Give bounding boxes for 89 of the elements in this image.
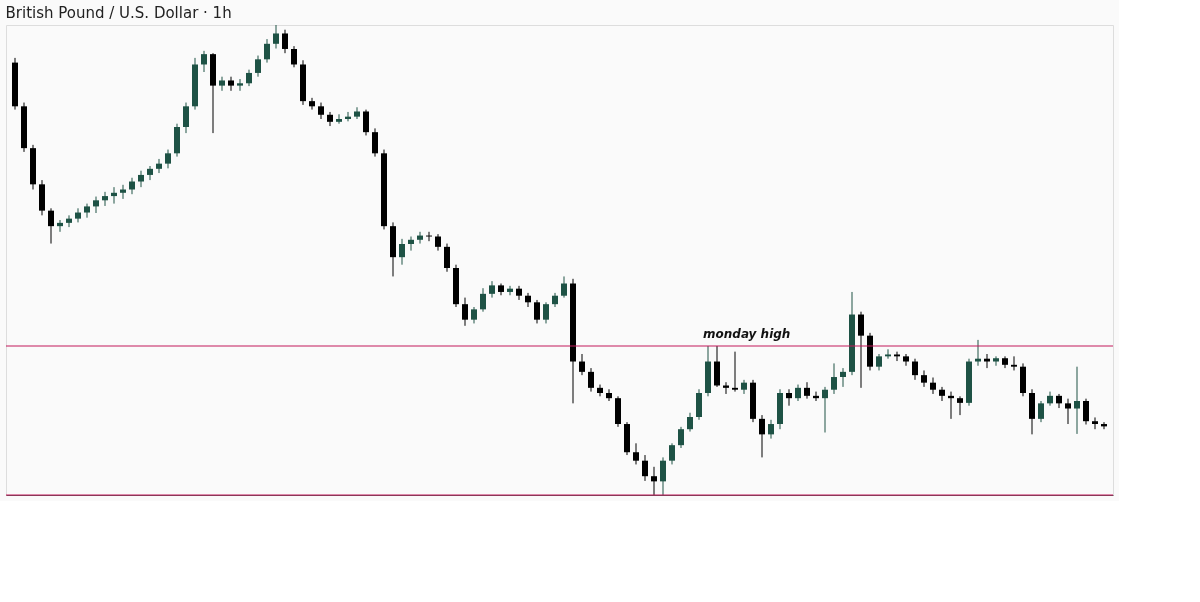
candlestick xyxy=(1038,400,1044,423)
candlestick xyxy=(993,355,999,367)
candlestick xyxy=(642,454,648,482)
candlestick xyxy=(1074,366,1080,435)
candlestick xyxy=(480,287,486,313)
candlestick xyxy=(237,78,243,92)
candlestick xyxy=(462,297,468,327)
candlestick xyxy=(354,106,360,120)
candlestick xyxy=(129,177,135,195)
candlestick xyxy=(309,97,315,111)
candlestick xyxy=(255,55,261,78)
ref-line-label: monday high xyxy=(703,327,791,342)
candlestick xyxy=(543,301,549,324)
candlestick xyxy=(831,362,837,395)
candlestick xyxy=(930,377,936,395)
candlestick xyxy=(1047,391,1053,407)
candlestick xyxy=(336,113,342,125)
candlestick xyxy=(561,275,567,299)
candlestick xyxy=(363,109,369,136)
candlestick xyxy=(768,419,774,440)
candlestick xyxy=(957,395,963,416)
candlestick xyxy=(894,351,900,362)
candlestick xyxy=(759,414,765,458)
candlestick xyxy=(273,24,279,49)
candlestick xyxy=(111,186,117,205)
candlestick xyxy=(984,353,990,369)
candlestick xyxy=(57,219,63,233)
candlestick xyxy=(606,388,612,402)
candlestick xyxy=(417,231,423,245)
candlestick xyxy=(912,358,918,381)
candlestick xyxy=(93,196,99,214)
candlestick xyxy=(1056,393,1062,409)
candlestick xyxy=(282,29,288,54)
candlestick xyxy=(183,102,189,134)
candlestick xyxy=(939,386,945,402)
candlestick xyxy=(660,456,666,496)
candlestick xyxy=(741,379,747,395)
candlestick xyxy=(66,214,72,228)
candlestick xyxy=(201,50,207,73)
candlestick xyxy=(327,111,333,127)
candlestick xyxy=(885,348,891,360)
candlestick xyxy=(786,388,792,407)
candlestick xyxy=(165,149,171,169)
candlestick xyxy=(588,367,594,393)
candlestick xyxy=(579,353,585,376)
candlestick xyxy=(264,38,270,64)
candlestick xyxy=(669,442,675,465)
candlestick xyxy=(507,285,513,296)
candlestick xyxy=(291,45,297,68)
candlestick xyxy=(840,367,846,388)
candlestick xyxy=(525,292,531,308)
candlestick xyxy=(1065,398,1071,425)
candlestick xyxy=(408,236,414,252)
candlestick xyxy=(858,311,864,389)
candlestick xyxy=(138,170,144,188)
candlestick xyxy=(1083,398,1089,425)
candlestick xyxy=(732,351,738,393)
candlestick xyxy=(489,280,495,299)
candlestick xyxy=(426,231,432,242)
candlestick xyxy=(678,426,684,449)
candlestick xyxy=(84,203,90,219)
candlestick xyxy=(372,127,378,158)
candlestick xyxy=(444,243,450,273)
candlestick xyxy=(75,207,81,223)
candlestick xyxy=(147,165,153,181)
candlestick xyxy=(975,339,981,367)
candlestick xyxy=(903,353,909,367)
candlestick xyxy=(219,76,225,92)
candlestick xyxy=(696,388,702,421)
candlestick xyxy=(597,384,603,397)
candlestick xyxy=(687,412,693,433)
candlestick xyxy=(633,442,639,465)
candlestick xyxy=(723,381,729,395)
candlestick xyxy=(804,381,810,400)
candlestick xyxy=(534,299,540,324)
candlestick xyxy=(1092,416,1098,430)
candlestick xyxy=(156,158,162,174)
candlestick xyxy=(1011,355,1017,371)
candlestick xyxy=(714,345,720,388)
candlestick xyxy=(516,285,522,301)
candlestick xyxy=(228,76,234,92)
candlestick xyxy=(102,191,108,207)
candlestick xyxy=(120,184,126,200)
candlestick xyxy=(921,369,927,388)
chart-title: British Pound / U.S. Dollar · 1h xyxy=(5,3,232,22)
candlestick xyxy=(822,386,828,433)
candlestick xyxy=(399,238,405,266)
candlestick xyxy=(651,466,657,496)
candlestick xyxy=(48,207,54,245)
